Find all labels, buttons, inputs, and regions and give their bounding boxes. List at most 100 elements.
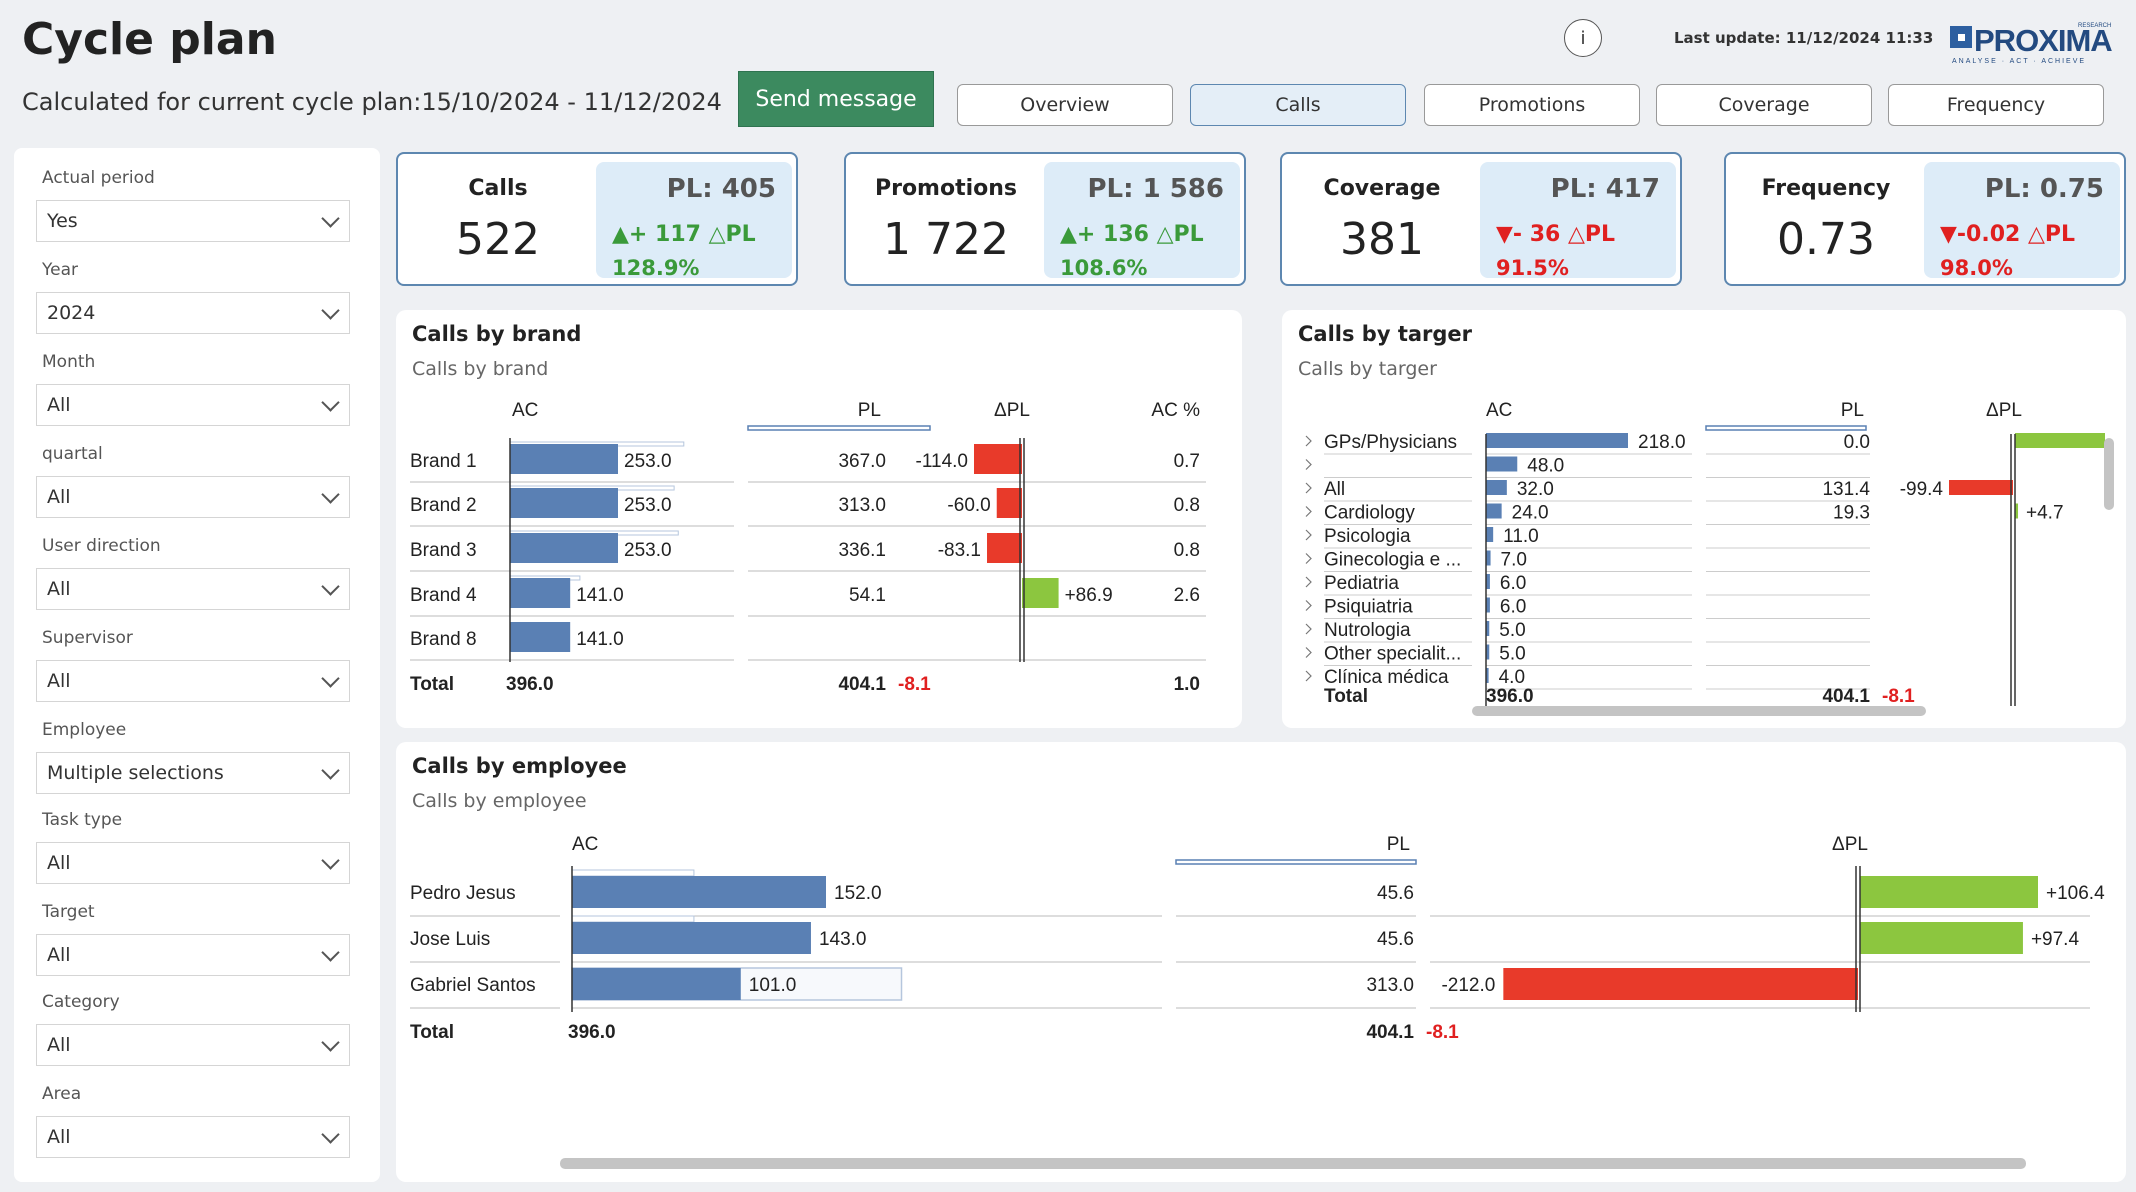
ac-bar: [1486, 597, 1490, 613]
filter-select-actual-period[interactable]: Yes: [36, 200, 350, 242]
ac-value-label: 253.0: [624, 495, 672, 516]
kpi-plan-panel: PL: 0.75 ▼-0.02 △PL 98.0%: [1924, 162, 2120, 280]
kpi-plan: PL: 417: [1550, 174, 1660, 204]
kpi-value: 522: [456, 214, 540, 265]
chevron-down-icon: [321, 392, 340, 412]
chevron-right-icon: [1305, 623, 1312, 635]
chevron-down-icon: [321, 576, 340, 596]
ac-bar: [1486, 456, 1518, 472]
filter-label-year: Year: [42, 260, 78, 280]
filter-sidebar: Actual period Yes Year 2024 Month All quartal A…: [14, 148, 380, 1182]
category-label: Brand 2: [410, 495, 477, 516]
chevron-down-icon: [321, 850, 340, 870]
kpi-plan-panel: PL: 417 ▼- 36 △PL 91.5%: [1480, 162, 1676, 280]
chevron-down-icon: [321, 208, 340, 228]
ac-value-label: 24.0: [1512, 503, 1549, 524]
kpi-name: Frequency: [1761, 176, 1891, 201]
chevron-right-icon: [1305, 576, 1312, 588]
info-icon[interactable]: i: [1564, 19, 1602, 57]
chevron-down-icon: [321, 300, 340, 320]
tab-promotions[interactable]: Promotions: [1424, 84, 1640, 126]
category-label: Ginecologia e ...: [1324, 550, 1461, 571]
total-ac: 396.0: [506, 674, 554, 695]
kpi-plan: PL: 1 586: [1087, 174, 1225, 204]
filter-select-employee[interactable]: Multiple selections: [36, 752, 350, 794]
send-message-button[interactable]: Send message: [738, 71, 934, 127]
kpi-plan-panel: PL: 1 586 ▲+ 136 △PL 108.6%: [1044, 162, 1240, 280]
tab-calls[interactable]: Calls: [1190, 84, 1406, 126]
chevron-right-icon: [1305, 670, 1312, 682]
proxima-logo: PROXIMA RESEARCH ANALYSE · ACT · ACHIEVE: [1950, 23, 2113, 65]
ac-bar: [1486, 574, 1490, 589]
chevron-right-icon: [1305, 506, 1312, 517]
ac-value-label: 218.0: [1638, 432, 1686, 453]
tab-overview[interactable]: Overview: [957, 84, 1173, 126]
kpi-percent: 128.9%: [612, 256, 700, 280]
filter-select-quartal[interactable]: All: [36, 476, 350, 518]
filter-label-quartal: quartal: [42, 444, 103, 464]
dpl-value-label: -212.0: [1441, 975, 1495, 996]
acpct-value-label: 2.6: [1174, 585, 1200, 606]
chevron-down-icon: [321, 942, 340, 962]
ac-value-label: 141.0: [576, 585, 624, 606]
card-title: Calls by employee: [412, 754, 627, 778]
tab-coverage[interactable]: Coverage: [1656, 84, 1872, 126]
ac-bar: [510, 488, 618, 518]
total-ac: 396.0: [568, 1022, 616, 1043]
filter-select-user-direction[interactable]: All: [36, 568, 350, 610]
ac-header: AC: [512, 400, 538, 421]
filter-value: All: [47, 394, 71, 416]
pl-value-label: 367.0: [838, 451, 886, 472]
ac-bar: [1486, 550, 1491, 566]
chevron-right-icon: [1305, 647, 1312, 658]
card-subtitle: Calls by brand: [412, 358, 549, 380]
filter-label-supervisor: Supervisor: [42, 628, 133, 648]
ac-bar: [1486, 503, 1502, 519]
category-label: Pedro Jesus: [410, 883, 516, 904]
pl-value-label: 45.6: [1377, 883, 1414, 904]
acpct-header: AC %: [1151, 400, 1200, 421]
filter-select-category[interactable]: All: [36, 1024, 350, 1066]
filter-value: All: [47, 852, 71, 874]
ac-bar: [510, 622, 571, 652]
filter-select-month[interactable]: All: [36, 384, 350, 426]
calls-by-target-chart: AC PL ΔPL GPs/Physicians 218.0 0.0 48.0 All 32.0…: [1304, 400, 2114, 716]
dpl-value-label: +4.7: [2026, 503, 2064, 524]
pl-value-label: 0.0: [1844, 432, 1870, 453]
kpi-percent: 91.5%: [1496, 256, 1569, 280]
filter-select-task-type[interactable]: All: [36, 842, 350, 884]
filter-value: All: [47, 670, 71, 692]
chevron-right-icon: [1305, 435, 1312, 447]
tab-frequency[interactable]: Frequency: [1888, 84, 2104, 126]
ac-value-label: 48.0: [1527, 456, 1564, 477]
filter-value: 2024: [47, 302, 96, 324]
kpi-percent: 108.6%: [1060, 256, 1148, 280]
kpi-delta: ▲+ 117 △PL: [612, 222, 756, 247]
ac-value-label: 152.0: [834, 883, 882, 904]
kpi-percent: 98.0%: [1940, 256, 2013, 280]
filter-select-year[interactable]: 2024: [36, 292, 350, 334]
dpl-bar: [2015, 433, 2105, 448]
pl-value-label: 313.0: [1366, 975, 1414, 996]
ac-bar: [572, 922, 811, 954]
filter-select-target[interactable]: All: [36, 934, 350, 976]
ac-header: AC: [572, 834, 598, 855]
ac-value-label: 7.0: [1501, 550, 1527, 571]
ac-value-label: 253.0: [624, 540, 672, 561]
plan-outline: [571, 869, 695, 877]
pl-header-underline: [1705, 425, 1867, 431]
filter-select-area[interactable]: All: [36, 1116, 350, 1158]
dpl-bar: [1860, 876, 2038, 908]
dpl-value-label: +97.4: [2031, 929, 2080, 950]
pl-value-label: 313.0: [838, 495, 886, 516]
dpl-bar: [1949, 480, 2013, 495]
kpi-value: 0.73: [1777, 214, 1875, 265]
kpi-card-coverage: Coverage 381 PL: 417 ▼- 36 △PL 91.5%: [1280, 152, 1682, 286]
category-label: Nutrologia: [1324, 620, 1411, 641]
chevron-down-icon: [321, 484, 340, 504]
filter-select-supervisor[interactable]: All: [36, 660, 350, 702]
acpct-value-label: 0.8: [1174, 540, 1200, 561]
category-label: Psicologia: [1324, 526, 1411, 547]
dpl-bar: [996, 488, 1022, 518]
total-pl: 404.1: [838, 674, 886, 695]
